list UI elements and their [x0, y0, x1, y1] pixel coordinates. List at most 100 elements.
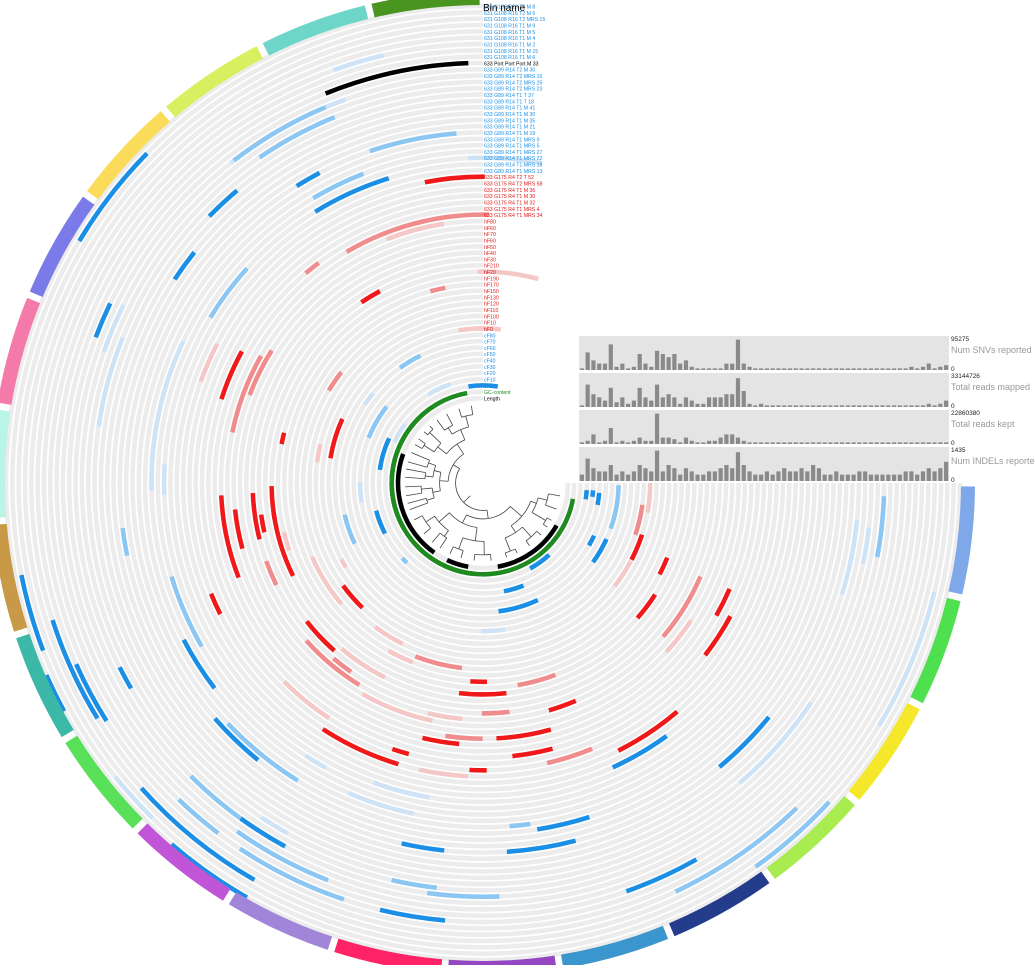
- panel-max: 22860380: [951, 410, 980, 417]
- bar: [626, 404, 630, 407]
- bar: [609, 388, 613, 407]
- bar: [886, 475, 890, 481]
- bar: [730, 364, 734, 370]
- layer-segment: [592, 490, 593, 496]
- tree-branch: [450, 547, 453, 554]
- panel-min: 0: [951, 440, 955, 447]
- bar: [614, 367, 618, 370]
- bar: [643, 364, 647, 370]
- tree-branch: [462, 515, 466, 523]
- bar: [701, 368, 705, 370]
- bar: [701, 475, 705, 481]
- bar: [655, 351, 659, 370]
- layer-label: 633 G89 R14 T2 M 30: [484, 68, 535, 74]
- tree-branch: [459, 409, 462, 417]
- bar: [932, 471, 936, 481]
- bar: [840, 475, 844, 481]
- layer-label: hF0: [484, 327, 493, 333]
- layer-track: [347, 347, 618, 618]
- layer-label: 631 G108 R16 T1 M 2: [484, 42, 535, 48]
- bar: [898, 405, 902, 407]
- tree-branch: [406, 493, 422, 496]
- layer-label: hF40: [484, 251, 496, 257]
- bar: [886, 405, 890, 407]
- layer-segment: [272, 486, 275, 519]
- bar: [944, 401, 948, 407]
- bar: [643, 468, 647, 481]
- tree-branch: [433, 491, 441, 492]
- layer-label: 633 G175 R4 T1 MRS 4: [484, 207, 540, 213]
- tree-branch: [461, 550, 463, 557]
- bar: [921, 471, 925, 481]
- bar: [661, 397, 665, 407]
- layer-segment: [123, 528, 128, 555]
- tree-branch: [427, 498, 434, 500]
- tree-branch: [449, 513, 477, 528]
- bar: [678, 442, 682, 444]
- bar: [863, 405, 867, 407]
- bar: [719, 468, 723, 481]
- layer-track: [113, 113, 852, 852]
- bar: [823, 475, 827, 481]
- bar: [747, 471, 751, 481]
- bar: [799, 405, 803, 407]
- bar: [909, 471, 913, 481]
- bar: [927, 364, 931, 370]
- tree-branch: [432, 533, 440, 542]
- bar: [886, 442, 890, 444]
- bar: [626, 442, 630, 444]
- bar: [846, 368, 850, 370]
- bar: [811, 465, 815, 481]
- bar: [828, 368, 832, 370]
- bar: [921, 442, 925, 444]
- bar: [638, 438, 642, 444]
- tree-branch: [426, 516, 435, 522]
- bar: [805, 442, 809, 444]
- tree-branch: [425, 476, 433, 477]
- layer-label: 633 G89 R14 T1 MRS 5: [484, 144, 540, 150]
- bar: [799, 442, 803, 444]
- bar: [765, 471, 769, 481]
- bar: [707, 368, 711, 370]
- layer-track: [385, 385, 580, 580]
- layer-label: 633 G175 R4 T1 M 32: [484, 201, 535, 207]
- bar: [609, 344, 613, 370]
- bar: [684, 397, 688, 407]
- layer-segment: [402, 558, 407, 563]
- bar: [614, 442, 618, 444]
- layer-label: GC-content: [484, 390, 511, 396]
- bar: [597, 442, 601, 444]
- layer-label: 633 G89 R14 T2 MRS 25: [484, 80, 543, 86]
- bar: [823, 368, 827, 370]
- tree-branch: [474, 554, 475, 560]
- bar: [713, 397, 717, 407]
- layer-label: cF50: [484, 352, 496, 358]
- bar: [817, 368, 821, 370]
- bar: [603, 401, 607, 407]
- bar: [649, 471, 653, 481]
- bar: [649, 401, 653, 407]
- bar: [620, 441, 624, 444]
- bar: [892, 475, 896, 481]
- bar: [753, 442, 757, 444]
- tree-branch: [421, 488, 432, 489]
- layer-label: 633 G175 R4 T2 MRS 58: [484, 182, 543, 188]
- tree-branch: [410, 503, 428, 510]
- tree-branch: [440, 538, 447, 548]
- layer-label: hF100: [484, 314, 499, 320]
- bar: [730, 434, 734, 444]
- layer-label: cF40: [484, 359, 496, 365]
- bar: [690, 471, 694, 481]
- bar: [672, 468, 676, 481]
- bar: [869, 405, 873, 407]
- bar: [805, 405, 809, 407]
- bar: [591, 360, 595, 370]
- tree-branch: [456, 469, 487, 511]
- bar: [880, 368, 884, 370]
- tree-branch: [424, 432, 427, 435]
- bar: [649, 441, 653, 444]
- layer-label: 633 Port Port Port M 33: [484, 61, 539, 67]
- bar: [597, 364, 601, 370]
- layer-label: hF60: [484, 226, 496, 232]
